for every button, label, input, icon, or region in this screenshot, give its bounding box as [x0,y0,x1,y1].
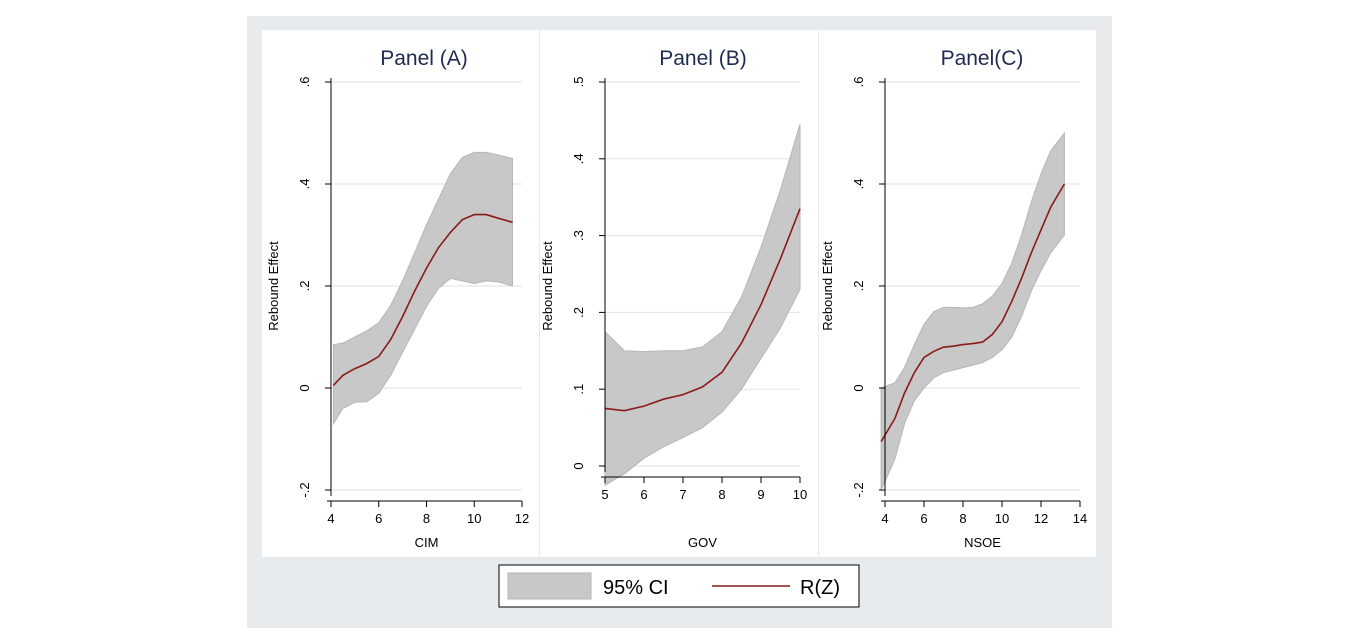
legend: 95% CI R(Z) [498,564,860,608]
x-tick-label: 7 [679,487,686,502]
y-tick-label: .4 [297,179,312,190]
legend-line-label: R(Z) [800,577,840,599]
x-tick-label: 10 [995,511,1009,526]
x-tick-label: 6 [640,487,647,502]
panels: -.2 0 .2 .4 .6 4 6 8 10 12 CIM Rebound Effect Panel … [262,30,1096,557]
x-tick-label: 8 [718,487,725,502]
y-axis-label: Rebound Effect [266,241,281,331]
panel-1: -.2 0 .2 .4 .6 4 6 8 10 12 CIM Rebound Effect Panel … [262,30,539,557]
x-tick-label: 6 [920,511,927,526]
x-tick-label: 10 [467,511,481,526]
y-tick-label: 0 [571,462,586,469]
panel-2: 0 .1 .2 .3 .4 .5 5 6 7 8 9 10 GOV Rebound Effect Panel… [540,30,818,557]
x-tick-label: 6 [375,511,382,526]
y-axis-label: Rebound Effect [820,241,835,331]
x-tick-label: 12 [515,511,529,526]
y-tick-label: .4 [571,153,586,164]
y-tick-label: .3 [571,230,586,241]
ci-band [880,131,1065,491]
y-tick-label: -.2 [297,482,312,497]
plot-region [819,30,1096,557]
y-tick-label: .1 [571,384,586,395]
series-line [604,208,801,412]
x-tick-label: 8 [423,511,430,526]
y-tick-label: -.2 [851,482,866,497]
y-tick-label: .6 [851,77,866,88]
legend-ci-label: 95% CI [603,577,669,599]
ci-band [604,124,801,487]
panel-title: Panel (B) [659,47,747,70]
x-tick-label: 8 [959,511,966,526]
y-tick-label: .2 [571,307,586,318]
x-tick-label: 5 [601,487,608,502]
x-axis-label: GOV [688,535,717,550]
x-tick-label: 4 [881,511,888,526]
x-axis-label: NSOE [964,535,1001,550]
x-tick-label: 4 [327,511,334,526]
panel-title: Panel (A) [380,47,468,70]
y-tick-label: .5 [571,77,586,88]
legend-ci-swatch [507,572,592,600]
series-line [880,183,1066,443]
x-tick-label: 14 [1073,511,1087,526]
y-tick-label: .2 [297,281,312,292]
y-tick-label: 0 [297,384,312,391]
x-tick-label: 10 [793,487,807,502]
panel-3: -.2 0 .2 .4 .6 4 6 8 10 12 14 NSOE Rebound Effect Pan… [819,30,1096,557]
y-tick-label: .4 [851,179,866,190]
y-tick-label: 0 [851,384,866,391]
x-tick-label: 12 [1034,511,1048,526]
x-tick-label: 9 [757,487,764,502]
panel-title: Panel(C) [941,47,1024,70]
series-line [332,213,513,386]
x-axis-label: CIM [415,535,439,550]
y-axis-label: Rebound Effect [540,241,555,331]
y-tick-label: .6 [297,77,312,88]
y-tick-label: .2 [851,281,866,292]
